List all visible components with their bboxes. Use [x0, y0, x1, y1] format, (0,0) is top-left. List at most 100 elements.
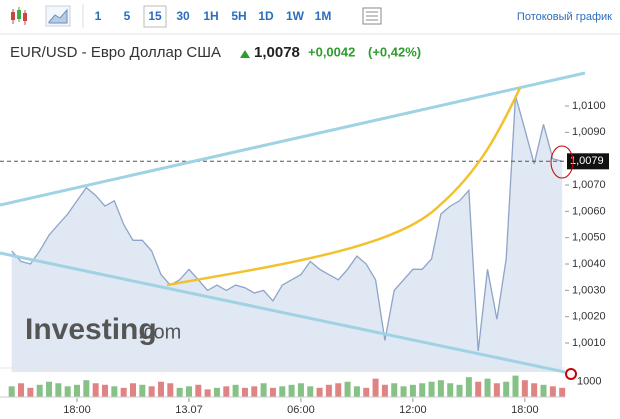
interval-buttons: 1 5 15 30 1H 5H 1D 1W 1M [95, 5, 332, 28]
y-tick-label: 1,0090 [572, 126, 606, 138]
volume-bar [512, 375, 519, 397]
settings-icon[interactable] [362, 7, 382, 25]
y-tick-label: 1,0100 [572, 100, 606, 112]
volume-bar [447, 383, 454, 397]
volume-bar [428, 381, 435, 397]
volume-bar [213, 387, 220, 397]
volume-bar [241, 387, 248, 397]
volume-bar [307, 386, 314, 397]
volume-bar [531, 383, 538, 397]
interval-button[interactable]: 5 [124, 9, 131, 23]
area-icon[interactable] [45, 5, 71, 27]
change-percent: (+0,42%) [368, 44, 421, 59]
trend-line [0, 251, 566, 374]
volume-bar [83, 380, 90, 397]
symbol-name: EUR/USD - Евро Доллар США [10, 44, 221, 61]
volume-bar [316, 387, 323, 397]
watermark: Investing [25, 313, 157, 346]
volume-bar [559, 387, 566, 397]
curve-drawing [166, 87, 522, 287]
stream-link[interactable]: Потоковый график [517, 11, 612, 23]
y-tick-label: 1,0050 [572, 232, 606, 244]
volume-bar [251, 386, 258, 397]
volume-bar [204, 389, 211, 397]
volume-bar [391, 383, 398, 397]
volume-bar [279, 386, 286, 397]
volume-bar [381, 384, 388, 397]
volume-bar [36, 384, 43, 397]
volume-bar [372, 378, 379, 397]
volume-bar [335, 383, 342, 397]
volume-bar [120, 387, 127, 397]
volume-bar [232, 384, 239, 397]
volume-bar [493, 383, 500, 397]
volume-bar [344, 381, 351, 397]
interval-button[interactable]: 1D [258, 9, 274, 23]
y-tick-label: 1,0030 [572, 284, 606, 296]
volume-bar [269, 387, 276, 397]
x-tick-label: 12:00 [399, 404, 427, 416]
volume-bar [102, 384, 108, 397]
area-fill [11, 95, 563, 372]
y-tick-label: 1,0010 [572, 337, 606, 349]
active-interval [143, 5, 167, 28]
y-tick-label: 1,0020 [572, 311, 606, 323]
volume-bar [148, 386, 155, 397]
volume-bar [475, 381, 482, 397]
interval-button[interactable]: 1W [286, 9, 305, 23]
volume-bar [503, 381, 510, 397]
volume-bar [64, 386, 71, 397]
y-tick-label: 1,0060 [572, 205, 606, 217]
volume-bar [139, 384, 146, 397]
volume-bar [540, 384, 547, 397]
volume-bar [521, 380, 528, 397]
volume-bar [195, 384, 202, 397]
volume-bar [223, 386, 230, 397]
volume-bar [27, 387, 34, 397]
price: 1,0078 [254, 44, 300, 61]
interval-button[interactable]: 30 [176, 9, 190, 23]
volume-bar [185, 386, 192, 397]
last-price-box [567, 153, 609, 170]
volume-bar [400, 386, 407, 397]
x-tick-label: 06:00 [287, 404, 315, 416]
interval-button[interactable]: 1 [95, 9, 102, 23]
volume-bar [409, 384, 416, 397]
volume-bar [484, 378, 491, 397]
up-arrow [240, 50, 250, 58]
volume-bar [325, 384, 332, 397]
volume-bar [465, 377, 472, 397]
volume-bar [419, 383, 426, 397]
volume-bar [288, 384, 295, 397]
change: +0,0042 [308, 44, 355, 59]
volume-bar [46, 381, 53, 397]
volume-bar [157, 381, 164, 397]
volume-bar [18, 383, 25, 397]
volume-bar [176, 387, 183, 397]
volume-bar [353, 386, 360, 397]
volume-bar [129, 383, 136, 397]
y-tick-label: 1,0040 [572, 258, 606, 270]
x-tick-label: 13.07 [175, 404, 203, 416]
candle-icon[interactable] [11, 7, 27, 25]
volume-bar [297, 383, 304, 397]
volume-bar [549, 386, 556, 397]
watermark: .com [138, 321, 181, 343]
interval-button[interactable]: 15 [148, 9, 162, 23]
volume-bar [92, 383, 99, 397]
circle-drawing [565, 368, 577, 380]
interval-button[interactable]: 5H [231, 9, 246, 23]
interval-button[interactable]: 1H [203, 9, 218, 23]
circle-drawing [550, 145, 574, 179]
y-tick-label: 1000 [577, 376, 601, 388]
volume-bar [363, 387, 370, 397]
interval-button[interactable]: 1M [315, 9, 332, 23]
trend-line [0, 71, 586, 207]
volume-bar [55, 383, 62, 397]
x-tick-label: 18:00 [63, 404, 91, 416]
x-tick-label: 18:00 [511, 404, 539, 416]
volume-bar [8, 386, 15, 397]
volume-bar [456, 384, 463, 397]
price-line [11, 95, 563, 351]
